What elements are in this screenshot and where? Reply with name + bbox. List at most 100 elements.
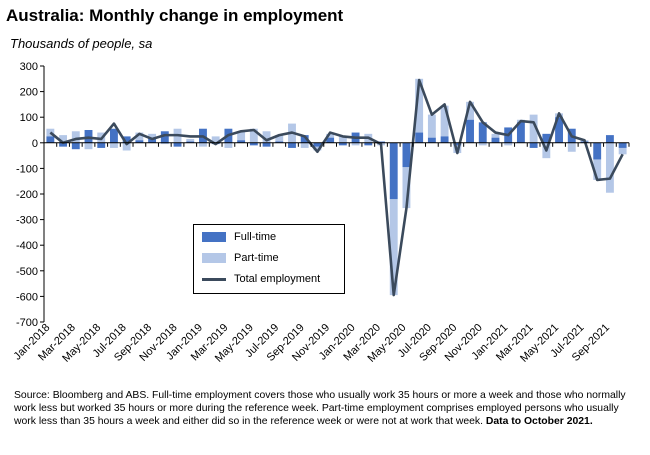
full-time-bar [110,128,118,143]
legend-label-total: Total employment [234,273,321,285]
part-time-bar [593,159,602,180]
part-time-bar [478,142,487,146]
part-time-bar [110,142,118,148]
full-time-bar [326,137,335,143]
full-time-bar [402,142,411,168]
full-time-bar [237,140,246,143]
full-time-bar [249,142,258,146]
full-time-bar [338,142,347,146]
part-time-bar [415,78,424,133]
full-time-bar [453,142,462,146]
part-time-bar [160,142,169,145]
source-note: Source: Bloomberg and ABS. Full-time emp… [14,389,640,428]
part-time-bar [135,132,144,141]
part-time-bar [199,142,207,147]
y-tick-label: -600 [16,291,38,303]
full-time-bar [618,142,627,148]
legend-label-full-time: Full-time [234,231,277,243]
full-time-bars [46,117,627,200]
full-time-bar [440,136,449,143]
total-employment-line-group [49,78,624,297]
y-tick-label: -700 [16,317,38,329]
full-time-bar [555,117,563,143]
part-time-bar [529,114,538,143]
part-time-bar [351,142,360,146]
full-time-bar [313,142,322,147]
full-time-bar [46,136,55,143]
legend-item-total: Total employment [202,271,320,287]
legend-item-full-time: Full-time [202,229,276,245]
full-time-bar [529,142,538,148]
part-time-bar [71,131,80,143]
full-time-bar [364,142,373,146]
part-time-bar [440,105,449,137]
y-tick-labels: 300 200 100 0 -100 -200 -300 -400 -500 -600 -700 [16,61,38,329]
full-time-bar [478,122,487,143]
full-time-bar [160,131,169,143]
part-time-bar [605,142,614,193]
part-time-bar [389,199,398,296]
part-time-bar [84,142,93,150]
part-time-bar [402,167,411,209]
part-time-bar [313,146,322,151]
part-time-bar [326,133,335,138]
full-time-bar [415,132,424,143]
part-time-bar [275,135,284,142]
part-time-bar [338,136,347,143]
part-time-bar [211,136,220,143]
full-time-bar [59,142,68,147]
full-time-bar [173,142,182,147]
full-time-bar [491,137,500,143]
full-time-bar [466,119,474,143]
full-time-bar [516,122,525,143]
y-tick-label: 0 [32,138,38,150]
part-time-bar [249,128,258,143]
employment-chart: 300 200 100 0 -100 -200 -300 -400 -500 -600 -700 J… [12,61,630,365]
y-tick-label: -100 [16,163,38,175]
full-time-bar [605,135,614,143]
data-date-note: Data to October 2021. [485,416,593,427]
legend-label-part-time: Part-time [234,252,279,264]
full-time-bar [71,142,80,150]
part-time-bar [504,142,513,146]
full-time-bar [593,142,602,160]
full-time-bar [300,135,309,143]
full-time-bar [275,141,284,143]
part-time-bar [427,114,436,138]
full-time-bar [97,142,106,148]
legend-line-total [202,277,226,281]
full-time-bar [135,140,144,143]
y-tick-label: -500 [16,266,38,278]
full-time-bar [186,141,195,143]
chart-legend: Full-time Part-time Total employment [193,224,345,294]
y-tick-label: 300 [20,61,38,73]
full-time-bar [377,141,385,143]
part-time-bar [59,135,68,143]
part-time-bar [237,131,246,141]
full-time-bar [542,133,551,143]
part-time-bar [148,133,157,138]
y-tick-label: 100 [20,112,38,124]
legend-swatch-full-time [202,232,226,242]
full-time-bar [288,142,296,148]
full-time-bar [122,136,131,143]
y-tick-label: -400 [16,240,38,252]
part-time-bar [491,133,500,138]
part-time-bar [262,131,271,143]
axes [40,65,630,323]
y-tick-label: -200 [16,189,38,201]
chart-subtitle: Thousands of people, sa [10,36,153,51]
y-tick-label: -300 [16,215,38,227]
full-time-bar [389,142,398,200]
full-time-bar [262,142,271,147]
part-time-bar [224,142,233,148]
source-text: Source: Bloomberg and ABS. Full-time emp… [14,390,626,427]
part-time-bar [466,101,474,120]
full-time-bar [427,137,436,143]
legend-item-part-time: Part-time [202,250,279,266]
part-time-bar [122,142,131,151]
part-time-bar [186,138,195,142]
part-time-bar [300,142,309,148]
chart-title: Australia: Monthly change in employment [6,6,344,25]
y-tick-label: 200 [20,87,38,99]
